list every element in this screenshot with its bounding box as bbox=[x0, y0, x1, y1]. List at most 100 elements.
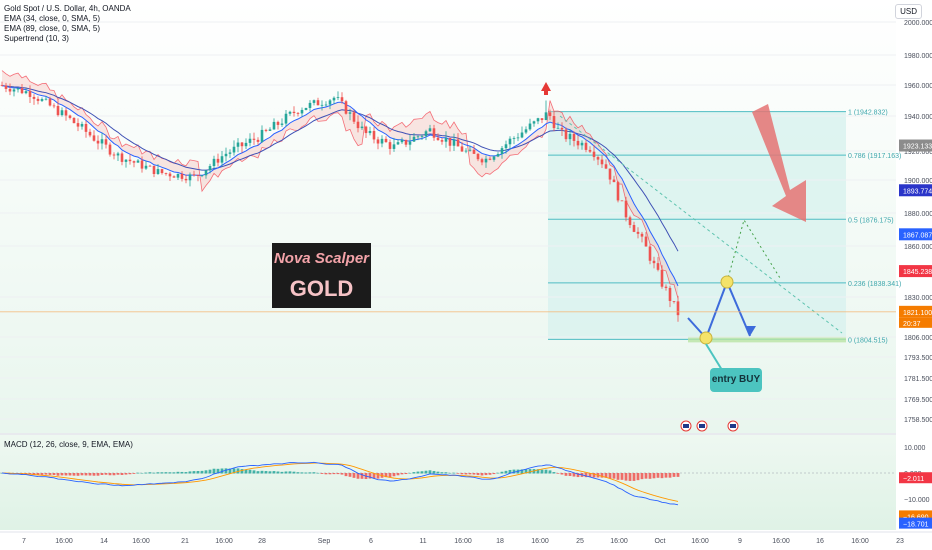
x-tick-label-2: 14 bbox=[100, 538, 108, 545]
macd-hist-45 bbox=[180, 471, 184, 474]
macd-hist-58 bbox=[232, 468, 236, 474]
macd-hist-166 bbox=[664, 473, 668, 478]
logo-line2: GOLD bbox=[289, 276, 354, 301]
candle-body-136 bbox=[544, 112, 548, 121]
macd-hist-41 bbox=[164, 472, 168, 474]
candle-body-93 bbox=[372, 130, 376, 140]
candle-body-52 bbox=[208, 166, 212, 171]
candle-body-7 bbox=[28, 91, 32, 97]
macd-hist-16 bbox=[64, 473, 68, 476]
candle-body-28 bbox=[112, 154, 116, 156]
candle-body-70 bbox=[280, 123, 284, 125]
macd-hist-37 bbox=[148, 472, 152, 474]
x-tick-label-15: Oct bbox=[655, 538, 666, 545]
candle-body-168 bbox=[672, 300, 676, 302]
candle-body-98 bbox=[392, 144, 396, 149]
macd-hist-17 bbox=[68, 473, 72, 476]
macd-hist-86 bbox=[344, 473, 348, 477]
candle-body-18 bbox=[72, 117, 76, 124]
macd-hist-106 bbox=[424, 470, 428, 474]
macd-hist-128 bbox=[512, 469, 516, 474]
candle-body-122 bbox=[488, 158, 492, 160]
macd-hist-115 bbox=[460, 473, 464, 475]
macd-hist-53 bbox=[212, 468, 216, 474]
candle-body-72 bbox=[288, 111, 292, 114]
y-tick-label-9: 1806.000 bbox=[904, 335, 932, 342]
candle-body-2 bbox=[8, 88, 12, 92]
candle-body-31 bbox=[124, 159, 128, 162]
candle-body-129 bbox=[516, 137, 520, 139]
macd-hist-114 bbox=[456, 473, 460, 474]
macd-hist-11 bbox=[44, 473, 48, 475]
macd-hist-19 bbox=[76, 473, 80, 476]
candle-body-11 bbox=[44, 98, 48, 100]
candle-body-8 bbox=[32, 96, 36, 99]
macd-hist-38 bbox=[152, 472, 156, 474]
candle-body-36 bbox=[144, 165, 148, 169]
macd-hist-26 bbox=[104, 473, 108, 475]
macd-hist-116 bbox=[464, 473, 468, 475]
drawings bbox=[0, 82, 896, 432]
macd-hist-88 bbox=[352, 473, 356, 478]
x-tick-label-18: 16:00 bbox=[772, 538, 790, 545]
candle-body-130 bbox=[520, 132, 524, 138]
macd-hist-66 bbox=[264, 471, 268, 474]
ema34-legend: EMA (34, close, 0, SMA, 5) bbox=[4, 14, 101, 23]
candle-body-120 bbox=[480, 159, 484, 163]
macd-hist-54 bbox=[216, 468, 220, 474]
candle-body-32 bbox=[128, 159, 132, 162]
macd-hist-62 bbox=[248, 469, 252, 474]
candle-body-99 bbox=[396, 142, 400, 145]
candle-body-41 bbox=[164, 173, 168, 174]
macd-hist-110 bbox=[440, 472, 444, 474]
macd-hist-9 bbox=[36, 473, 40, 476]
macd-hist-10 bbox=[40, 473, 44, 475]
currency-button[interactable]: USD bbox=[895, 4, 922, 19]
macd-hist-169 bbox=[676, 473, 680, 477]
candle-body-10 bbox=[40, 99, 44, 101]
macd-hist-159 bbox=[636, 473, 640, 481]
candle-body-141 bbox=[564, 129, 568, 140]
candle-body-23 bbox=[92, 135, 96, 141]
candle-body-13 bbox=[52, 105, 56, 107]
macd-hist-148 bbox=[592, 473, 596, 478]
y-tick-label-11: 1781.500 bbox=[904, 376, 932, 383]
macd-hist-48 bbox=[192, 471, 196, 474]
price-badge-bg-3 bbox=[899, 265, 932, 278]
price-badge-2: 1867.087 bbox=[903, 232, 932, 239]
macd-hist-113 bbox=[452, 472, 456, 474]
candle-body-128 bbox=[512, 138, 516, 139]
candle-body-39 bbox=[156, 169, 160, 174]
candle-body-160 bbox=[640, 233, 644, 237]
macd-hist-90 bbox=[360, 473, 364, 479]
candle-body-44 bbox=[176, 173, 180, 178]
candle-body-75 bbox=[300, 109, 304, 114]
macd-hist-160 bbox=[640, 473, 644, 480]
macd-hist-80 bbox=[320, 473, 324, 474]
candle-body-60 bbox=[240, 142, 244, 147]
macd-hist-46 bbox=[184, 472, 188, 474]
macd-hist-162 bbox=[648, 473, 652, 479]
macd-hist-83 bbox=[332, 473, 336, 475]
candle-body-104 bbox=[416, 136, 420, 138]
macd-hist-101 bbox=[404, 473, 408, 475]
macd-hist-55 bbox=[220, 468, 224, 474]
macd-hist-154 bbox=[616, 473, 620, 480]
candle-body-143 bbox=[572, 133, 576, 141]
candle-body-50 bbox=[200, 175, 204, 177]
macd-hist-49 bbox=[196, 470, 200, 474]
fib-zone bbox=[548, 111, 846, 340]
fib-label-2: 0.5 (1876.175) bbox=[848, 217, 894, 224]
candle-body-80 bbox=[320, 104, 324, 106]
macd-hist-144 bbox=[576, 473, 580, 478]
y-tick-label-7: 1860.000 bbox=[904, 244, 932, 251]
x-tick-label-6: 28 bbox=[258, 538, 266, 545]
x-tick-label-3: 16:00 bbox=[132, 538, 150, 545]
macd-hist-135 bbox=[540, 469, 544, 474]
y-tick-label-0: 2000.000 bbox=[904, 20, 932, 27]
x-tick-label-17: 9 bbox=[738, 538, 742, 545]
chart-title: Gold Spot / U.S. Dollar, 4h, OANDA bbox=[4, 4, 131, 13]
candle-body-112 bbox=[448, 138, 452, 146]
candle-body-0 bbox=[0, 85, 4, 86]
